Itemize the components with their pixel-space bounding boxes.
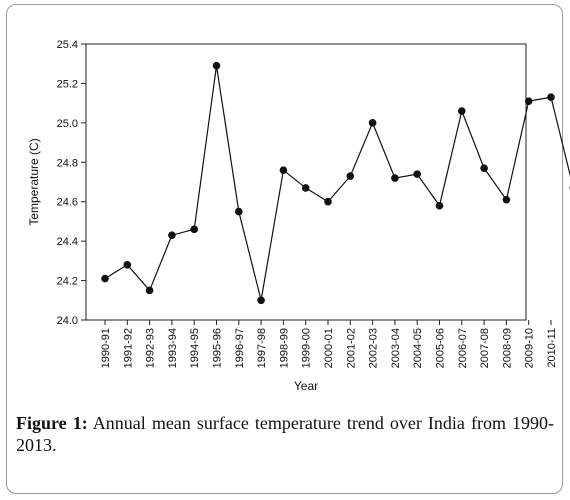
x-tick-label: 1999-00 <box>301 328 313 368</box>
data-point <box>368 119 377 127</box>
y-tick-label: 25.2 <box>57 78 78 90</box>
x-tick-label: 1992-93 <box>145 328 157 368</box>
data-point <box>279 166 288 174</box>
data-point <box>190 225 198 234</box>
data-point <box>458 107 466 115</box>
data-point <box>123 261 132 269</box>
data-point <box>391 174 399 182</box>
x-axis-title: Year <box>294 379 318 393</box>
y-tick-label: 24.0 <box>57 315 78 327</box>
x-tick-label: 2006-07 <box>457 328 469 368</box>
x-tick-label: 2009-10 <box>524 328 536 368</box>
data-point <box>435 201 444 210</box>
data-point <box>235 207 243 216</box>
x-tick-label: 2004-05 <box>412 328 424 368</box>
x-tick-label: 2002-03 <box>368 328 380 368</box>
x-tick-label: 1995-96 <box>212 328 224 368</box>
y-axis-title: Temperature (C) <box>27 138 41 225</box>
x-tick-label: 2011-12 <box>568 328 570 368</box>
data-point <box>346 172 355 180</box>
data-point <box>413 170 422 178</box>
y-tick-label: 24.4 <box>57 236 78 248</box>
caption-label: Figure 1: <box>16 413 88 433</box>
x-tick-label: 1990-91 <box>100 328 112 368</box>
figure-frame <box>6 4 563 494</box>
y-tick-label: 24.2 <box>57 276 78 288</box>
x-tick-label: 1997-98 <box>256 328 268 368</box>
x-tick-label: 2008-09 <box>501 328 513 368</box>
x-tick-label: 1991-92 <box>122 328 134 368</box>
x-tick-label: 2005-06 <box>435 328 447 368</box>
x-axis: 1990-91 1991-92 1992-93 1993-94 1994-95 1995-… <box>100 320 570 368</box>
data-point <box>524 97 533 105</box>
data-point <box>547 93 555 102</box>
x-tick-label: 2003-04 <box>390 328 402 368</box>
x-tick-label: 1993-94 <box>167 328 179 368</box>
y-tick-label: 24.8 <box>57 157 78 169</box>
data-point <box>502 195 511 204</box>
plot-area <box>85 43 527 321</box>
figure-caption: Figure 1: Annual mean surface temperatur… <box>16 412 554 456</box>
caption-text: Annual mean surface temperature trend ov… <box>16 413 554 455</box>
data-point <box>212 61 221 70</box>
x-tick-label: 2010-11 <box>546 328 558 368</box>
y-tick-label: 25.0 <box>57 118 78 130</box>
y-tick-label: 24.6 <box>57 197 78 209</box>
x-tick-label: 1994-95 <box>189 328 201 368</box>
data-point <box>480 164 488 172</box>
data-point <box>168 231 176 240</box>
data-point <box>257 296 265 305</box>
y-axis: 24.0 24.2 24.4 24.6 24.8 25.0 25.2 25.4 <box>57 39 86 327</box>
x-tick-label: 2001-02 <box>345 328 357 368</box>
data-point <box>101 274 109 283</box>
x-tick-label: 1998-99 <box>278 328 290 368</box>
x-tick-label: 2007-08 <box>479 328 491 368</box>
y-tick-label: 25.4 <box>57 39 78 51</box>
series-line <box>104 65 570 301</box>
data-point <box>145 286 154 295</box>
x-tick-label: 1996-97 <box>234 328 246 368</box>
data-point <box>301 184 310 192</box>
line-chart: 24.0 24.2 24.4 24.6 24.8 25.0 25.2 25.4 1990-91… <box>27 39 570 393</box>
series <box>101 61 570 305</box>
x-tick-label: 2000-01 <box>323 328 335 368</box>
data-point <box>324 197 332 206</box>
